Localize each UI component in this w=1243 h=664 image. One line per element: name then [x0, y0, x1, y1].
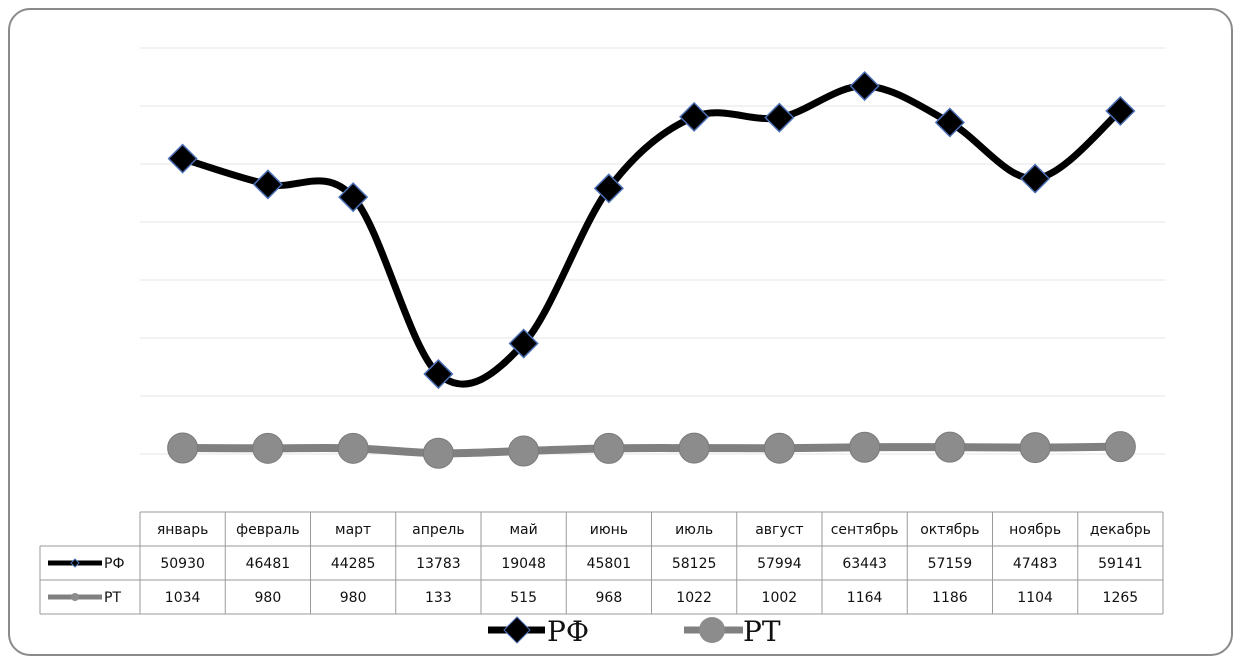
marker-rt-6 — [593, 432, 625, 464]
legend-label-rt: РТ — [743, 615, 781, 648]
data-label: 47483 — [1013, 556, 1058, 572]
x-tick-label: февраль — [236, 522, 300, 538]
marker-rt-11 — [1019, 432, 1051, 464]
marker-rt-2 — [252, 432, 284, 464]
legend-marker-rt — [699, 617, 725, 643]
x-tick-label: январь — [157, 522, 209, 538]
marker-rt-4 — [422, 437, 454, 469]
marker-rt-9 — [849, 431, 881, 463]
table-series-name: РФ — [104, 556, 125, 572]
marker-rf-12 — [1105, 95, 1136, 127]
marker-rf-7 — [679, 101, 710, 132]
data-label: 46481 — [246, 556, 291, 572]
data-label: 1265 — [1103, 590, 1139, 606]
data-label: 1186 — [932, 590, 968, 606]
marker-rt-10 — [934, 431, 966, 463]
data-label: 63443 — [842, 556, 887, 572]
marker-rf-1 — [167, 143, 198, 174]
x-tick-label: декабрь — [1090, 522, 1151, 538]
marker-rt-12 — [1104, 431, 1136, 463]
marker-rf-2 — [252, 169, 283, 200]
data-label: 58125 — [672, 556, 717, 572]
x-tick-label: май — [510, 522, 538, 538]
marker-rf-6 — [593, 173, 624, 204]
data-label: 13783 — [416, 556, 461, 572]
x-tick-label: октябрь — [920, 522, 979, 538]
data-label: 1034 — [165, 590, 201, 606]
series-line-rt — [178, 442, 1125, 458]
marker-rf-4 — [423, 358, 454, 390]
data-label: 44285 — [331, 556, 376, 572]
chart-frame — [8, 8, 1233, 656]
x-tick-label: сентябрь — [831, 522, 899, 538]
x-tick-label: апрель — [412, 522, 464, 538]
marker-rt-8 — [763, 432, 795, 464]
legend: РФ РТ — [488, 615, 781, 648]
data-label: 57159 — [928, 556, 973, 572]
marker-rt-7 — [678, 432, 710, 464]
x-tick-label: июнь — [590, 522, 628, 538]
table-key-marker-rf — [70, 558, 80, 568]
x-tick-label: март — [335, 522, 371, 538]
marker-rf-9 — [849, 70, 880, 102]
data-label: 1002 — [762, 590, 798, 606]
legend-label-rf: РФ — [547, 615, 589, 648]
data-label: 45801 — [587, 556, 632, 572]
marker-rf-10 — [934, 107, 965, 138]
data-table: январь февраль март апрель май июнь июль август… — [39, 511, 1164, 615]
gridlines — [140, 47, 1165, 455]
data-label: 133 — [425, 590, 452, 606]
marker-rf-5 — [508, 328, 539, 359]
marker-rf-11 — [1020, 163, 1051, 194]
data-label: 980 — [255, 590, 282, 606]
series-lines — [178, 82, 1125, 458]
x-tick-label: июль — [675, 522, 713, 538]
x-tick-label: ноябрь — [1009, 522, 1061, 538]
series-markers — [167, 70, 1136, 469]
x-tick-label: август — [755, 522, 803, 538]
marker-rt-3 — [337, 432, 369, 464]
series-line-rf — [179, 82, 1124, 388]
marker-rf-3 — [338, 182, 369, 213]
table-key-marker-rt — [71, 593, 79, 601]
data-label: 1164 — [847, 590, 883, 606]
marker-rf-8 — [764, 102, 795, 133]
data-label: 980 — [340, 590, 367, 606]
data-label: 59141 — [1098, 556, 1143, 572]
legend-marker-rf — [503, 616, 531, 644]
data-label: 50930 — [160, 556, 205, 572]
marker-rt-5 — [508, 435, 540, 467]
data-label: 1022 — [676, 590, 712, 606]
data-label: 19048 — [501, 556, 546, 572]
data-label: 57994 — [757, 556, 802, 572]
table-series-name: РТ — [104, 590, 121, 606]
data-label: 1104 — [1017, 590, 1053, 606]
marker-rt-1 — [167, 432, 199, 464]
data-label: 515 — [510, 590, 537, 606]
data-label: 968 — [596, 590, 623, 606]
